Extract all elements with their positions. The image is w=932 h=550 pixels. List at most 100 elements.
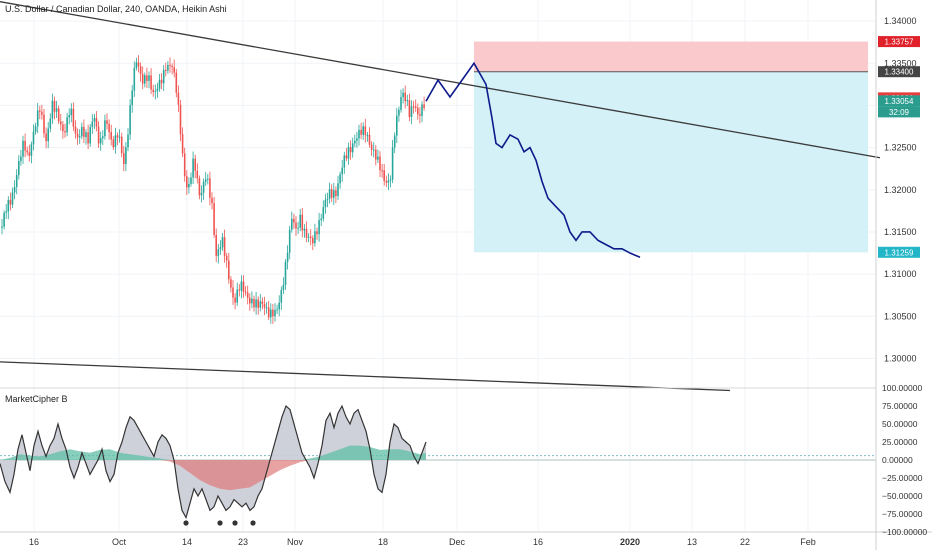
candle-body — [280, 289, 283, 303]
candle-body — [236, 289, 238, 303]
trendline[interactable] — [0, 1, 881, 159]
trendlines[interactable] — [0, 1, 881, 392]
price-axis[interactable]: 1.340001.335001.330001.325001.320001.315… — [878, 16, 920, 363]
candle-body — [299, 214, 301, 228]
indicator-tick: −100.00000 — [882, 527, 927, 537]
candle-body — [297, 227, 299, 229]
candle-body — [156, 88, 159, 92]
price-badge-label: 1.31259 — [885, 248, 914, 257]
candle-body — [64, 131, 66, 133]
price-badge-stop — [878, 36, 920, 48]
time-tick: 16 — [533, 537, 543, 547]
candle-body — [196, 170, 199, 179]
candle-body — [123, 153, 125, 165]
candle-body — [324, 199, 327, 208]
candle-body — [274, 310, 276, 317]
candle-body — [419, 114, 421, 116]
candle-body — [219, 247, 222, 250]
candle-body — [68, 115, 70, 118]
candle-body — [322, 207, 325, 219]
candle-body — [5, 211, 7, 213]
candle-body — [328, 189, 331, 199]
candle-body — [114, 135, 117, 148]
candle-body — [81, 126, 83, 137]
candle-body — [316, 231, 318, 235]
candle-body — [57, 108, 60, 122]
candle-body — [186, 176, 188, 188]
candle-body — [303, 228, 306, 231]
candle-body — [421, 104, 423, 116]
indicator-tick: 50.00000 — [882, 419, 918, 429]
candle-body — [404, 92, 406, 102]
candle-body — [139, 66, 142, 75]
projection-path[interactable] — [425, 61, 641, 258]
candle-body — [45, 133, 47, 142]
price-tick: 1.31500 — [884, 227, 917, 237]
candle-body — [370, 144, 373, 150]
candles — [1, 55, 425, 324]
candle-body — [95, 118, 98, 127]
candle-body — [211, 197, 213, 204]
candle-body — [232, 287, 234, 298]
candle-body — [414, 106, 417, 108]
candle-body — [276, 309, 278, 311]
candle-body — [120, 136, 123, 154]
candle-body — [234, 297, 236, 303]
stop-loss-zone[interactable] — [474, 41, 868, 72]
price-badge-entry — [878, 66, 920, 78]
candle-body — [11, 192, 14, 205]
candle-body — [137, 62, 140, 67]
candle-body — [3, 212, 5, 227]
candle-body — [36, 110, 39, 127]
time-tick: 16 — [29, 537, 39, 547]
candle-body — [202, 181, 205, 193]
candle-body — [402, 92, 404, 97]
candle-body — [381, 170, 383, 172]
candle-body — [251, 298, 253, 304]
candle-body — [9, 199, 12, 205]
candle-body — [70, 108, 73, 116]
candle-body — [242, 281, 245, 292]
candle-body — [162, 69, 165, 84]
candle-body — [204, 179, 207, 182]
candle-body — [7, 199, 10, 212]
candle-body — [383, 170, 385, 181]
trendline[interactable] — [0, 361, 731, 392]
candle-body — [24, 140, 26, 151]
candle-body — [265, 307, 268, 309]
time-axis[interactable]: 16 Oct 14 23 Nov 18 Dec 16 2020 13 22 Feb — [29, 537, 816, 547]
candle-body — [417, 107, 419, 115]
candle-body — [249, 297, 251, 304]
candle-body — [158, 79, 161, 89]
candle-body — [144, 75, 146, 84]
candle-body — [160, 79, 163, 84]
candle-body — [288, 229, 291, 253]
candle-body — [270, 309, 272, 318]
candle-body — [309, 236, 312, 238]
candle-body — [238, 289, 241, 291]
indicator-tick: 0.00000 — [882, 455, 913, 465]
candle-body — [261, 301, 264, 304]
take-profit-zone[interactable] — [474, 71, 868, 253]
candle-body — [43, 114, 45, 134]
money-flow-positive — [0, 445, 426, 460]
candle-body — [78, 136, 81, 138]
candle-body — [26, 150, 28, 153]
candle-body — [358, 129, 360, 139]
candle-body — [131, 90, 133, 106]
time-tick: Nov — [287, 537, 304, 547]
candle-body — [215, 234, 217, 256]
candle-body — [171, 65, 173, 68]
candle-body — [423, 104, 425, 108]
candle-body — [32, 131, 35, 145]
price-badge-label: 1.33757 — [885, 38, 914, 47]
indicator-axis[interactable]: 100.00000 75.00000 50.00000 25.00000 0.00000… — [882, 383, 927, 537]
price-tick: 1.31000 — [884, 269, 917, 279]
candle-body — [22, 140, 24, 157]
candle-body — [398, 109, 400, 116]
candle-body — [213, 203, 215, 235]
candle-body — [209, 178, 211, 198]
price-tick: 1.30500 — [884, 311, 917, 321]
price-badge-countdown — [878, 106, 920, 118]
